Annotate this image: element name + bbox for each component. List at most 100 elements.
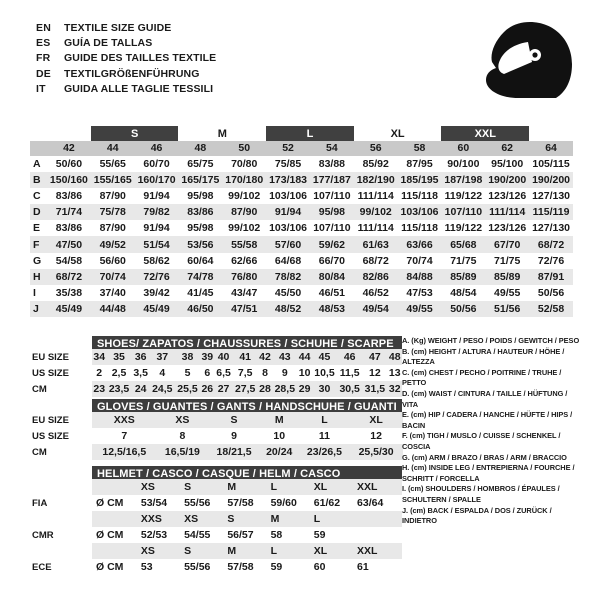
cell: 83/86 [55,222,83,235]
cell: 40 [214,349,233,365]
legend-item-cont: SCHULTERN / SPALLE [402,494,481,504]
cell: 31,5 [362,381,388,397]
cell: 99/102 [228,189,261,202]
cell: 26 [200,381,215,397]
cell: 43/47 [231,287,258,300]
cell: 24 [131,381,150,397]
size-group-cell-xxl: XXL [441,126,530,141]
helmet-value-row-cmr: CMR Ø CM 52/53 54/55 56/57 58 59 [30,527,402,543]
cell: 165/175 [178,171,223,188]
cell: 67/70 [485,236,530,253]
cell: 48/52 [266,301,310,318]
cell: 37 [149,349,175,365]
cell: 49/52 [90,236,135,253]
helmets-table-body: XS S M L XL XXL FIA Ø CM 53/54 55/56 57/… [30,479,402,575]
table-row: I 35/38 37/40 39/42 41/45 43/47 45/50 46… [30,285,573,301]
cell: 123/126 [488,189,527,202]
row-label: EU SIZE [30,349,92,365]
cell: 56/60 [99,254,126,267]
cell: 37/40 [99,287,126,300]
cell: M [259,412,299,428]
size-number-cell: 62 [485,141,530,156]
title-lang-code: EN [36,22,51,34]
size-number-cell: 58 [397,141,442,156]
title-lang-code: IT [36,82,46,95]
cell: 48 [387,349,402,365]
shoes-table-body: EU SIZE 34 35 36 37 38 39 40 41 42 43 44… [30,349,402,397]
row-label: CM [30,381,92,397]
cell: 46/50 [178,301,223,318]
cell: L [298,412,351,428]
title-row-de: DE TEXTILGRÖßENFÜHRUNG [36,68,336,83]
cell-unit-spacer [92,479,137,495]
cell: 87/90 [222,204,267,221]
cell: 36 [131,349,150,365]
cell: 18/21,5 [208,444,260,460]
cell: 72/76 [537,254,565,267]
cell: 76/80 [222,268,267,285]
table-row: E 83/86 87/90 91/94 95/98 99/102 103/106… [30,220,573,236]
cell: 187/198 [441,171,486,188]
cell: XXL [353,479,397,495]
cell: 29 [297,381,312,397]
cell: 72/76 [134,268,179,285]
helmet-size-row-fia: XS S M L XL XXL [30,479,402,495]
cell: 61/63 [353,236,398,253]
title-text: GUÍA DE TALLAS [64,37,153,50]
cell: 127/130 [532,189,571,202]
cell: 190/200 [529,171,573,188]
cell: 7,5 [237,367,253,379]
row-label: CMR [30,527,92,543]
row-label: E [33,222,41,235]
size-number-cell: 64 [529,141,573,156]
title-row-fr: FR GUIDE DES TAILLES TEXTILE [36,52,336,67]
cell: 91/94 [143,222,170,235]
table-row: CM 12,5/16,5 16,5/19 18/21,5 20/24 23/26… [30,444,402,460]
legend-item-cont: SCHRITT / FORCELLA [402,473,480,483]
cell: S [208,412,260,428]
cell: 182/190 [353,171,398,188]
cell [353,527,396,543]
shoes-section: SHOES/ ZAPATOS / CHAUSSURES / SCHUHE / S… [30,336,402,397]
cell: 107/110 [441,204,486,221]
cell: 57/58 [227,497,254,509]
row-label: EU SIZE [30,412,92,428]
cell: 16,5/19 [156,444,209,460]
cell: 44 [297,349,312,365]
table-row: C 83/86 87/90 91/94 95/98 99/102 103/106… [30,188,573,204]
cell: 83/88 [318,157,346,170]
size-group-cell-end [529,126,573,141]
cell: S [223,511,267,527]
cell: 87/90 [99,222,126,235]
table-row: CM 23 23,5 24 24,5 25,5 26 27 27,5 28 28… [30,381,402,397]
cell: 50/60 [55,157,83,170]
cell: 60/70 [143,157,170,170]
cell: M [223,479,267,495]
cell: 74/78 [178,268,223,285]
cell: 46 [337,349,363,365]
legend-item: I. (cm) SHOULDERS / HOMBROS / ÉPAULES / [402,484,560,494]
size-number-cell: 60 [441,141,486,156]
size-number-cell: 56 [353,141,398,156]
helmet-size-row-ece: XS S M L XL XXL [30,543,402,559]
cell: 68/72 [362,254,389,267]
cell: 87/91 [529,268,573,285]
size-number-cell: 42 [47,141,91,156]
cell: 61/62 [313,497,341,509]
racing-helmet-icon [478,18,578,110]
cell: 65/68 [441,236,486,253]
cell: 99/102 [228,222,261,235]
cell: 23/26,5 [298,444,351,460]
cell: 41/45 [187,287,214,300]
title-row-en: EN TEXTILE SIZE GUIDE [36,22,336,37]
cell: 53 [140,561,153,573]
cell: 25,5 [174,381,201,397]
cell: XL [309,479,354,495]
cell: 45/49 [134,301,179,318]
row-label: US SIZE [30,365,92,381]
cell: 70/74 [90,268,135,285]
cell: 11,5 [339,367,360,379]
cell: 47 [362,349,388,365]
size-group-cell-l: L [266,126,354,141]
cell: 53/56 [178,236,223,253]
